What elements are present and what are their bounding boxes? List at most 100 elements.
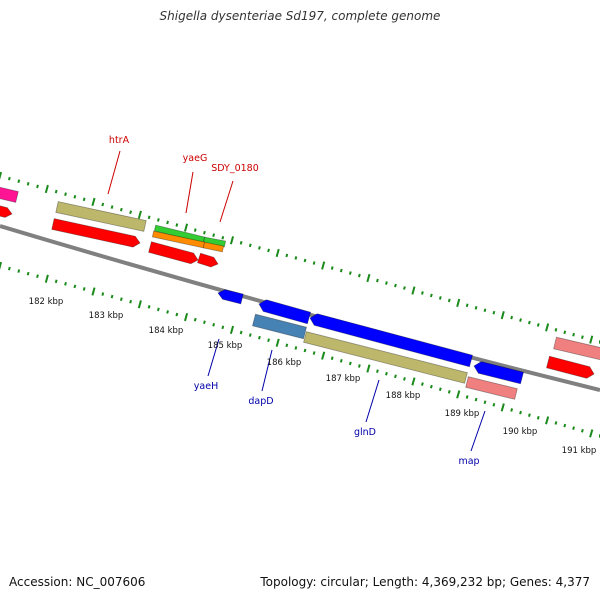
outer-tick [545, 323, 550, 332]
label-leader-line [261, 349, 273, 392]
inner-tick [91, 287, 96, 296]
feature-tracks [0, 186, 600, 400]
inner-tick [429, 384, 433, 389]
outer-tick [248, 243, 252, 248]
feature-steelblue-dapD [252, 313, 307, 340]
label-leader-line [107, 150, 121, 195]
outer-tick [312, 261, 316, 265]
inner-tick [193, 317, 197, 322]
outer-tick [212, 233, 216, 238]
label-leader-line [207, 338, 220, 377]
outer-tick [528, 320, 531, 325]
outer-tick [456, 298, 461, 307]
inner-tick [129, 299, 133, 304]
outer-tick [54, 189, 58, 194]
outer-tick [285, 253, 289, 258]
feature-salmon-right [553, 336, 600, 361]
outer-tick [330, 266, 334, 270]
feature-red-SDY [196, 252, 219, 268]
outer-tick [321, 261, 326, 270]
outer-tick [64, 192, 67, 196]
outer-tick [411, 286, 416, 295]
inner-tick [303, 348, 307, 353]
outer-tick [17, 179, 21, 184]
inner-tick [184, 312, 189, 322]
inner-tick [563, 423, 567, 428]
feature-red-htrA [51, 218, 141, 248]
inner-tick [212, 322, 216, 327]
outer-tick [483, 308, 487, 313]
outer-tick [339, 268, 343, 273]
inner-tick [275, 338, 280, 347]
inner-tick [26, 271, 30, 276]
outer-tick [110, 205, 114, 209]
scale-label: 191 kbp [562, 446, 597, 456]
inner-tick [589, 429, 594, 438]
outer-tick [500, 311, 505, 320]
outer-tick [294, 256, 298, 260]
feature-blue-yaeH [217, 289, 244, 305]
inner-tick [447, 390, 451, 394]
label-leader-line [365, 379, 380, 423]
outer-tick [357, 273, 361, 278]
label-leader-line [185, 171, 194, 214]
inner-tick [330, 356, 334, 361]
inner-tick [366, 364, 371, 373]
outer-tick [7, 176, 11, 181]
outer-tick [26, 181, 30, 186]
outer-tick [563, 330, 567, 335]
outer-tick-ring [0, 171, 600, 344]
feature-magenta [0, 186, 19, 203]
inner-tick [545, 416, 550, 425]
outer-tick [82, 197, 86, 202]
outer-tick [394, 283, 397, 288]
outer-tick [36, 184, 39, 189]
inner-tick [580, 428, 584, 433]
feature-khaki-htrA [55, 201, 147, 232]
accession-text: Accession: NC_007606 [9, 575, 146, 589]
outer-tick [275, 248, 280, 258]
inner-tick [17, 269, 21, 273]
inner-tick [312, 351, 316, 355]
gene-label: yaeH [194, 381, 218, 392]
outer-tick [581, 335, 584, 339]
inner-tick [137, 300, 142, 309]
outer-tick [376, 278, 379, 283]
inner-tick [258, 335, 261, 340]
inner-tick [500, 403, 505, 412]
outer-tick [447, 298, 451, 303]
inner-tick [510, 408, 514, 412]
scale-label: 185 kbp [208, 341, 243, 351]
feature-blue-map [473, 361, 524, 385]
outer-tick [366, 273, 371, 283]
scale-label: 189 kbp [445, 409, 480, 419]
feature-red-right [546, 355, 595, 379]
feature-blue-glnD [309, 313, 473, 368]
outer-tick [0, 171, 3, 180]
inner-tick [572, 426, 576, 431]
inner-tick [203, 320, 206, 325]
inner-tick [119, 297, 123, 301]
outer-tick [239, 241, 243, 245]
map-title: Shigella dysenteriae Sd197, complete gen… [159, 9, 441, 23]
inner-tick [110, 294, 114, 299]
inner-tick [357, 364, 361, 368]
scale-label: 183 kbp [89, 311, 124, 321]
outer-tick [193, 228, 197, 232]
inner-tick [394, 374, 397, 379]
outer-tick [474, 305, 478, 310]
inner-tick [229, 325, 235, 335]
feature-green-SDY [202, 236, 227, 248]
inner-tick [248, 333, 252, 337]
inner-tick [421, 382, 424, 386]
scale-label: 182 kbp [29, 297, 64, 307]
feature-khaki-glnD [303, 331, 468, 384]
feature-red-yaeG [148, 241, 199, 265]
outer-tick [137, 210, 142, 219]
outer-tick [492, 310, 496, 315]
outer-tick [221, 235, 225, 240]
inner-tick [321, 351, 326, 360]
feature-salmon-map [465, 376, 518, 400]
